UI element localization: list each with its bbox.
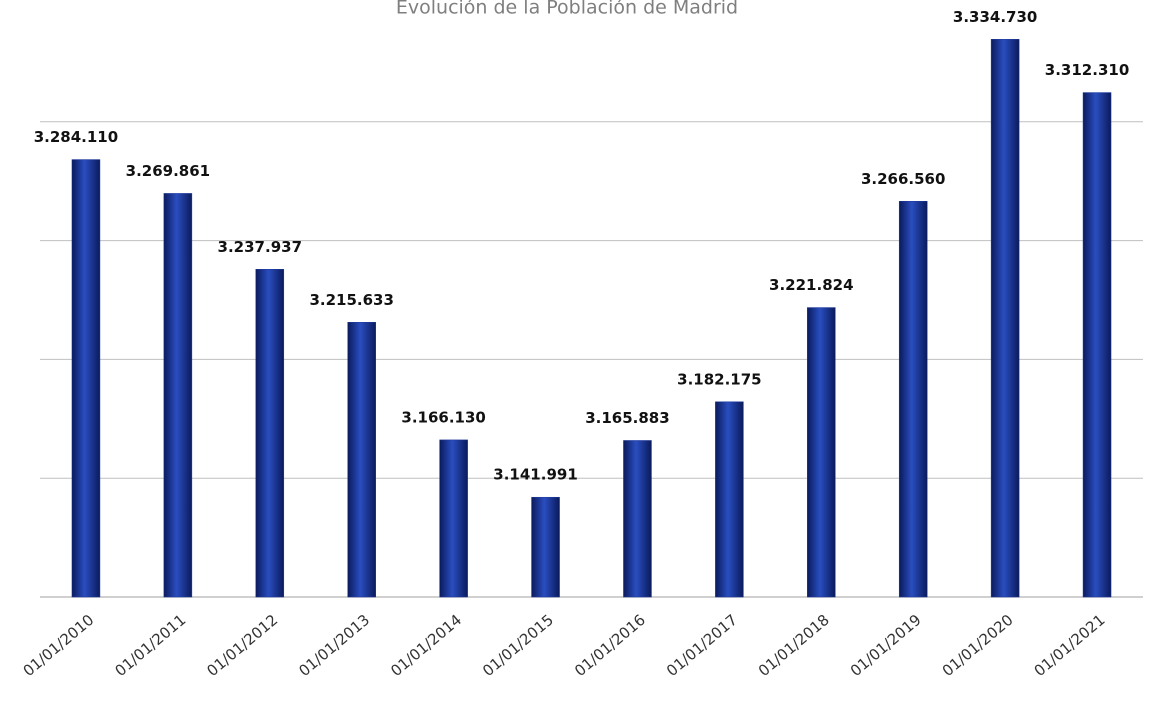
x-tick-label: 01/01/2010 — [20, 611, 98, 680]
value-label: 3.269.861 — [126, 162, 210, 180]
value-label: 3.182.175 — [677, 370, 761, 388]
value-label: 3.237.937 — [218, 238, 302, 256]
x-tick-label: 01/01/2013 — [295, 611, 373, 680]
x-tick-label: 01/01/2011 — [112, 611, 190, 680]
bar — [1082, 92, 1112, 598]
x-tick-label: 01/01/2020 — [939, 611, 1017, 680]
bar — [255, 269, 285, 598]
value-label: 3.165.883 — [585, 409, 669, 427]
x-tick-label: 01/01/2015 — [479, 611, 557, 680]
value-label: 3.221.824 — [769, 276, 853, 294]
bar — [990, 39, 1020, 598]
x-tick-label: 01/01/2021 — [1031, 611, 1109, 680]
bar — [807, 307, 836, 598]
value-label: 3.266.560 — [861, 170, 945, 188]
x-tick-label: 01/01/2017 — [663, 611, 741, 680]
x-tick-label: 01/01/2016 — [571, 611, 649, 680]
x-tick-label: 01/01/2012 — [203, 611, 281, 680]
value-label: 3.215.633 — [309, 291, 393, 309]
x-tick-label: 01/01/2019 — [847, 611, 925, 680]
bar — [531, 496, 560, 598]
value-label: 3.166.130 — [401, 408, 485, 426]
bar — [439, 439, 468, 598]
x-tick-label: 01/01/2018 — [755, 611, 833, 680]
x-tick-label: 01/01/2014 — [387, 611, 465, 680]
bar — [715, 401, 744, 598]
value-label: 3.334.730 — [953, 8, 1037, 26]
chart-title: Evolución de la Población de Madrid — [396, 0, 738, 19]
bar — [898, 201, 928, 598]
bar — [71, 159, 101, 598]
value-label: 3.141.991 — [493, 466, 577, 484]
value-label: 3.312.310 — [1045, 61, 1129, 79]
bar — [163, 193, 193, 598]
bar — [623, 440, 652, 598]
bar — [347, 322, 376, 598]
value-label: 3.284.110 — [34, 128, 118, 146]
